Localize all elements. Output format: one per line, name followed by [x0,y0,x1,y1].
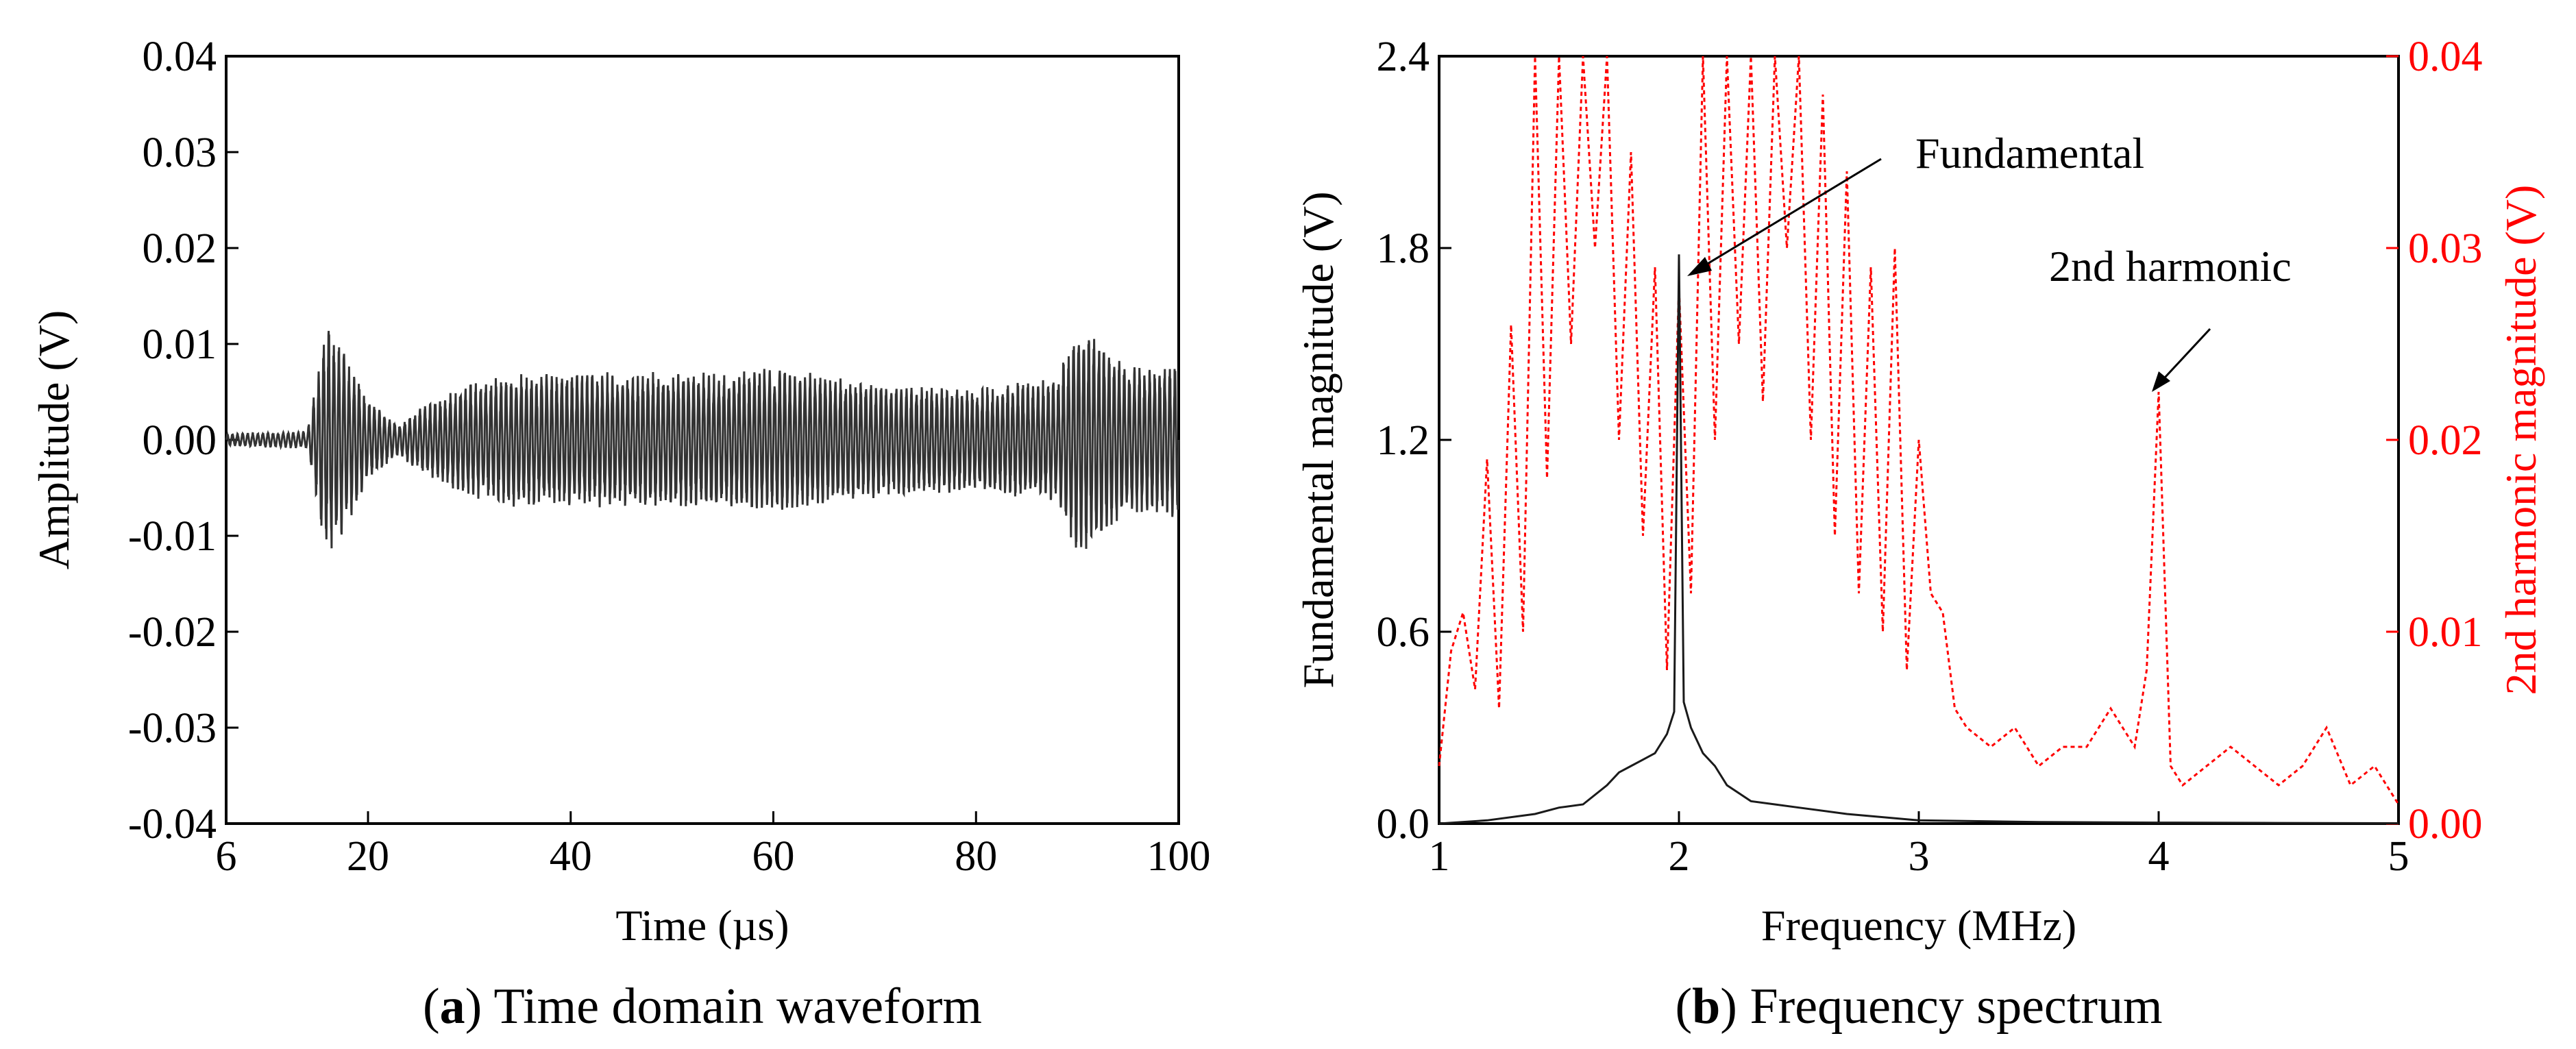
panel-a-caption: (a) Time domain waveform [423,978,982,1035]
panel-b-x-tick-label: 3 [1909,833,1930,880]
panel-b-x-ticks: 1 2 3 4 5 [1429,811,2409,880]
panel-a-x-tick-label: 6 [216,833,237,880]
panel-a-waveform-line [225,330,1180,550]
panel-b-right-y-tick-label: 0.02 [2408,417,2483,464]
panel-a-y-tick-label: 0.04 [143,34,217,80]
panel-b-right-y-tick-label: 0.01 [2408,609,2483,656]
panel-a-y-tick-label: -0.03 [128,705,217,752]
panel-b-x-tick-label: 2 [1669,833,1690,880]
panel-b-x-tick-label: 1 [1429,833,1450,880]
panel-b-frequency-spectrum-chart: 0.0 0.6 1.2 1.8 2.4 0.00 0.01 0.02 0.03 0.04 1 2 3… [1294,34,2545,1035]
harmonic-annotation-label: 2nd harmonic [2049,242,2292,291]
harmonic-annotation-arrowhead [2152,371,2170,392]
panel-a-caption-letter: a [440,978,465,1035]
panel-a-y-tick-label: -0.04 [128,801,217,848]
panel-a-x-tick-label: 20 [347,833,389,880]
panel-b-left-y-tick-label: 2.4 [1377,34,1430,80]
panel-a-x-tick-label: 100 [1147,833,1211,880]
panel-a-y-tick-label: 0.02 [143,225,217,272]
panel-a-caption-text: Time domain waveform [482,978,982,1035]
fundamental-annotation-arrow [1692,158,1882,274]
panel-b-fundamental-series-line [1438,254,2399,825]
panel-b-left-y-axis-label: Fundamental magnitude (V) [1294,191,1342,688]
panel-b-right-y-tick-label: 0.03 [2408,225,2483,272]
panel-a-x-tick-label: 40 [550,833,592,880]
fundamental-annotation-label: Fundamental [1915,129,2144,177]
panel-b-left-y-ticks: 0.0 0.6 1.2 1.8 2.4 [1377,34,1451,848]
panel-b-left-y-tick-label: 0.6 [1377,609,1430,656]
panel-b-caption-text: Frequency spectrum [1737,978,2163,1035]
panel-a-y-ticks: -0.04 -0.03 -0.02 -0.01 0.00 0.01 0.02 0.03 0.04 [128,34,238,848]
panel-b-caption-letter: b [1692,978,1720,1035]
panel-a-y-tick-label: 0.00 [143,417,217,464]
panel-a-time-domain-chart: -0.04 -0.03 -0.02 -0.01 0.00 0.01 0.02 0.03 0.04… [29,34,1211,1035]
panel-a-y-tick-label: -0.01 [128,513,217,560]
panel-b-right-y-ticks: 0.00 0.01 0.02 0.03 0.04 [2386,34,2483,848]
panel-a-x-axis-label: Time (µs) [615,901,789,950]
panel-b-right-y-tick-label: 0.00 [2408,801,2483,848]
panel-b-left-y-tick-label: 1.8 [1377,225,1430,272]
fundamental-annotation-arrowhead [1687,257,1712,276]
panel-a-x-ticks: 6 20 40 60 80 100 [216,811,1211,880]
panel-b-x-axis-label: Frequency (MHz) [1761,901,2076,950]
panel-a-x-tick-label: 80 [955,833,997,880]
panel-b-left-y-tick-label: 0.0 [1377,801,1430,848]
panel-b-left-y-tick-label: 1.2 [1377,417,1430,464]
panel-b-right-y-axis-label: 2nd harmonic magnitude (V) [2497,185,2545,695]
panel-a-x-tick-label: 60 [752,833,795,880]
panel-a-y-tick-label: -0.02 [128,609,217,656]
panel-b-caption: (b) Frequency spectrum [1675,978,2162,1035]
panel-a-y-tick-label: 0.01 [143,321,217,368]
panel-b-right-y-tick-label: 0.04 [2408,34,2483,80]
panel-b-2nd-harmonic-series-line [1438,55,2400,805]
panel-a-y-axis-label: Amplitude (V) [29,310,78,570]
panel-b-x-tick-label: 5 [2388,833,2409,880]
panel-b-x-tick-label: 4 [2148,833,2170,880]
panel-a-y-tick-label: 0.03 [143,129,217,176]
